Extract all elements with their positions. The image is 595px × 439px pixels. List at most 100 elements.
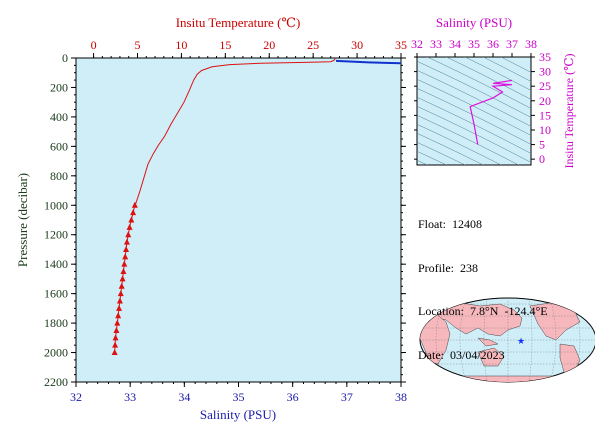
data-point-marker — [125, 231, 132, 238]
temperature-tick-label: 5 — [134, 38, 140, 52]
pressure-tick-label: 1000 — [44, 198, 68, 212]
pressure-tick-label: 800 — [50, 169, 68, 183]
profile-plot-area — [75, 57, 402, 383]
pressure-tick-label: 1600 — [44, 287, 68, 301]
data-point-marker — [120, 268, 127, 275]
data-point-marker — [128, 216, 135, 223]
map-meridian — [435, 298, 446, 382]
map-meridian — [483, 298, 488, 382]
map-meridian — [570, 298, 581, 382]
density-contour — [417, 115, 520, 165]
salinity-tick-label: 32 — [70, 390, 82, 404]
data-point-marker — [113, 326, 120, 333]
ts-temperature-tick-label: 35 — [539, 50, 551, 64]
ts-salinity-tick-label: 34 — [449, 37, 461, 51]
density-contour — [417, 124, 502, 165]
density-contour — [417, 88, 531, 145]
pressure-tick-label: 0 — [62, 51, 68, 65]
ts-series — [469, 79, 513, 145]
pressure-tick-label: 400 — [50, 110, 68, 124]
pressure-tick-label: 600 — [50, 139, 68, 153]
ts-salinity-tick-label: 33 — [430, 37, 442, 51]
density-contour — [417, 133, 484, 165]
ts-temperature-tick-label: 5 — [539, 138, 545, 152]
pressure-tick-label: 200 — [50, 80, 68, 94]
landmass-africa-europe — [420, 311, 451, 365]
pressure-axis-label: Pressure (decibar) — [15, 173, 30, 267]
ts-temperature-tick-label: 15 — [539, 108, 551, 122]
ts-temperature-tick-label: 30 — [539, 65, 551, 79]
data-point-marker — [122, 253, 129, 260]
landmass-antarctica — [429, 375, 591, 382]
pressure-tick-label: 2200 — [44, 375, 68, 389]
temperature-tick-label: 0 — [91, 38, 97, 52]
salinity-tick-label: 38 — [395, 390, 407, 404]
temperature-tick-label: 15 — [219, 38, 231, 52]
data-point-marker — [131, 201, 138, 208]
data-point-marker — [121, 260, 128, 267]
temperature-tick-label: 10 — [175, 38, 187, 52]
float-info: Float: 12408 Profile: 238 Location: 7.8°… — [418, 188, 548, 377]
ts-density-contours — [417, 57, 531, 165]
data-point-marker — [119, 275, 126, 282]
ts-salinity-axis-label: Salinity (PSU) — [436, 15, 512, 30]
data-point-marker — [116, 297, 123, 304]
salinity-tick-label: 34 — [178, 390, 190, 404]
temperature-tick-label: 25 — [307, 38, 319, 52]
density-contour — [445, 57, 531, 100]
density-contour — [500, 57, 531, 73]
data-point-marker — [112, 334, 119, 341]
data-point-marker — [123, 238, 130, 245]
ts-temperature-tick-label: 20 — [539, 94, 551, 108]
density-contour — [417, 70, 531, 127]
ts-series-line — [469, 79, 513, 145]
data-point-marker — [123, 245, 130, 252]
map-meridian — [459, 298, 467, 382]
location: Location: 7.8°N -124.4°E — [418, 304, 548, 318]
star-icon: ★ — [517, 336, 525, 346]
series-line-2 — [335, 59, 402, 65]
density-contour — [417, 106, 531, 163]
profile-number: Profile: 238 — [418, 260, 478, 275]
data-point-marker — [130, 209, 137, 216]
salinity-tick-label: 33 — [124, 390, 136, 404]
ts-temperature-tick-label: 0 — [539, 152, 545, 166]
temperature-tick-label: 20 — [263, 38, 275, 52]
salinity-tick-label: 37 — [341, 390, 353, 404]
temperature-tick-label: 30 — [351, 38, 363, 52]
salinity-tick-label: 36 — [287, 390, 299, 404]
density-contour — [417, 142, 466, 165]
data-point-marker — [117, 290, 124, 297]
ts-salinity-tick-label: 37 — [506, 37, 518, 51]
date: Date: 03/04/2023 — [418, 347, 505, 362]
density-contour — [482, 57, 531, 82]
ts-salinity-tick-label: 38 — [525, 37, 537, 51]
density-contour — [417, 97, 531, 154]
salinity-tick-label: 35 — [233, 390, 245, 404]
ts-temperature-axis-label: Insitu Temperature (℃) — [562, 54, 576, 169]
series-line-0 — [135, 58, 336, 204]
data-point-marker — [114, 319, 121, 326]
ts-temperature-tick-label: 10 — [539, 123, 551, 137]
temperature-tick-label: 35 — [395, 38, 407, 52]
ts-salinity-tick-label: 36 — [487, 37, 499, 51]
pressure-tick-label: 1400 — [44, 257, 68, 271]
data-point-marker — [115, 312, 122, 319]
ts-salinity-tick-label: 35 — [468, 37, 480, 51]
pressure-tick-label: 1200 — [44, 228, 68, 242]
data-point-marker — [116, 304, 123, 311]
pressure-tick-label: 2000 — [44, 346, 68, 360]
data-point-marker — [111, 349, 118, 356]
data-point-marker — [112, 341, 119, 348]
landmass-asia — [433, 301, 523, 337]
profile-series — [111, 58, 402, 356]
float-id: Float: 12408 — [418, 217, 483, 231]
data-point-marker — [126, 223, 133, 230]
map-meridian — [549, 298, 557, 382]
ts-temperature-tick-label: 25 — [539, 79, 551, 93]
density-contour — [426, 57, 531, 109]
salinity-axis-label: Salinity (PSU) — [200, 407, 276, 422]
map-meridian — [528, 298, 533, 382]
